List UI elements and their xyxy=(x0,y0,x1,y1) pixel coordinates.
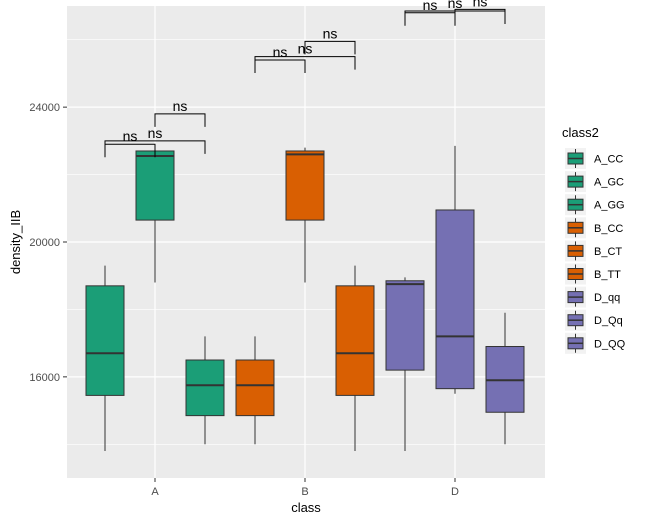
bracket-label: ns xyxy=(323,25,338,41)
box-d-qq xyxy=(485,312,525,445)
box-body xyxy=(285,150,325,221)
bracket-label: ns xyxy=(173,98,188,114)
box-b-tt xyxy=(335,265,375,452)
bracket-label: ns xyxy=(148,125,163,141)
y-axis-title: density_IIB xyxy=(8,210,23,274)
legend-label: A_GC xyxy=(594,177,624,189)
box-body xyxy=(435,209,475,390)
bracket-label: ns xyxy=(123,128,138,144)
box-body xyxy=(385,280,425,371)
box-d-qq xyxy=(385,277,425,452)
box-series xyxy=(85,145,525,452)
legend-label: B_CT xyxy=(594,246,622,258)
legend-label: B_TT xyxy=(594,269,621,281)
y-axis: 16000 20000 24000 xyxy=(29,102,67,384)
bracket-label: ns xyxy=(448,0,463,11)
box-body xyxy=(135,150,175,221)
legend: class2 A_CC A_GC A_GG B_CC B_CT B_TT D_qq D_Qq D… xyxy=(562,125,626,354)
legend-entry-a-cc: A_CC xyxy=(565,148,623,169)
box-a-cc xyxy=(85,265,125,452)
legend-title: class2 xyxy=(562,125,599,140)
significance-bracket: ns xyxy=(304,25,356,55)
bracket-label: ns xyxy=(273,44,288,60)
y-tick-label: 24000 xyxy=(29,102,60,114)
legend-label: D_Qq xyxy=(594,315,623,327)
significance-bracket: ns xyxy=(454,0,506,23)
legend-entry-a-gc: A_GC xyxy=(565,171,624,193)
x-tick-label: A xyxy=(151,486,159,498)
box-b-ct xyxy=(285,147,325,283)
bracket-label: ns xyxy=(473,0,488,9)
legend-label: D_qq xyxy=(594,292,620,304)
significance-bracket: ns xyxy=(104,125,206,154)
bracket-line xyxy=(454,8,506,23)
legend-entry-a-gg: A_GG xyxy=(565,194,625,216)
box-body xyxy=(335,285,375,396)
x-tick-label: D xyxy=(451,486,459,498)
bracket-line xyxy=(254,56,356,70)
legend-label: B_CC xyxy=(594,223,623,235)
legend-label: A_GG xyxy=(594,200,625,212)
bracket-line xyxy=(104,140,206,154)
bracket-line xyxy=(304,40,356,55)
box-body xyxy=(235,359,275,417)
y-tick-label: 16000 xyxy=(29,372,60,384)
bracket-line xyxy=(154,113,206,127)
box-b-cc xyxy=(235,336,275,445)
x-tick-label: B xyxy=(301,486,308,498)
legend-label: A_CC xyxy=(594,154,623,166)
box-d-qq xyxy=(435,145,475,394)
box-a-gc xyxy=(135,149,175,283)
legend-entry-d-qq: D_qq xyxy=(565,286,620,308)
legend-entry-d-qq: D_Qq xyxy=(565,309,623,331)
box-body xyxy=(185,359,225,417)
legend-label: D_QQ xyxy=(594,338,626,350)
box-a-gg xyxy=(185,336,225,445)
bracket-label: ns xyxy=(423,0,438,13)
box-body xyxy=(85,285,125,396)
legend-entry-b-cc: B_CC xyxy=(565,217,623,239)
x-axis-title: class xyxy=(291,500,321,515)
legend-entry-d-qq: D_QQ xyxy=(565,332,626,354)
legend-entry-b-tt: B_TT xyxy=(565,263,621,285)
legend-entry-b-ct: B_CT xyxy=(565,240,622,262)
significance-bracket: ns xyxy=(154,98,206,127)
y-tick-label: 20000 xyxy=(29,237,60,249)
